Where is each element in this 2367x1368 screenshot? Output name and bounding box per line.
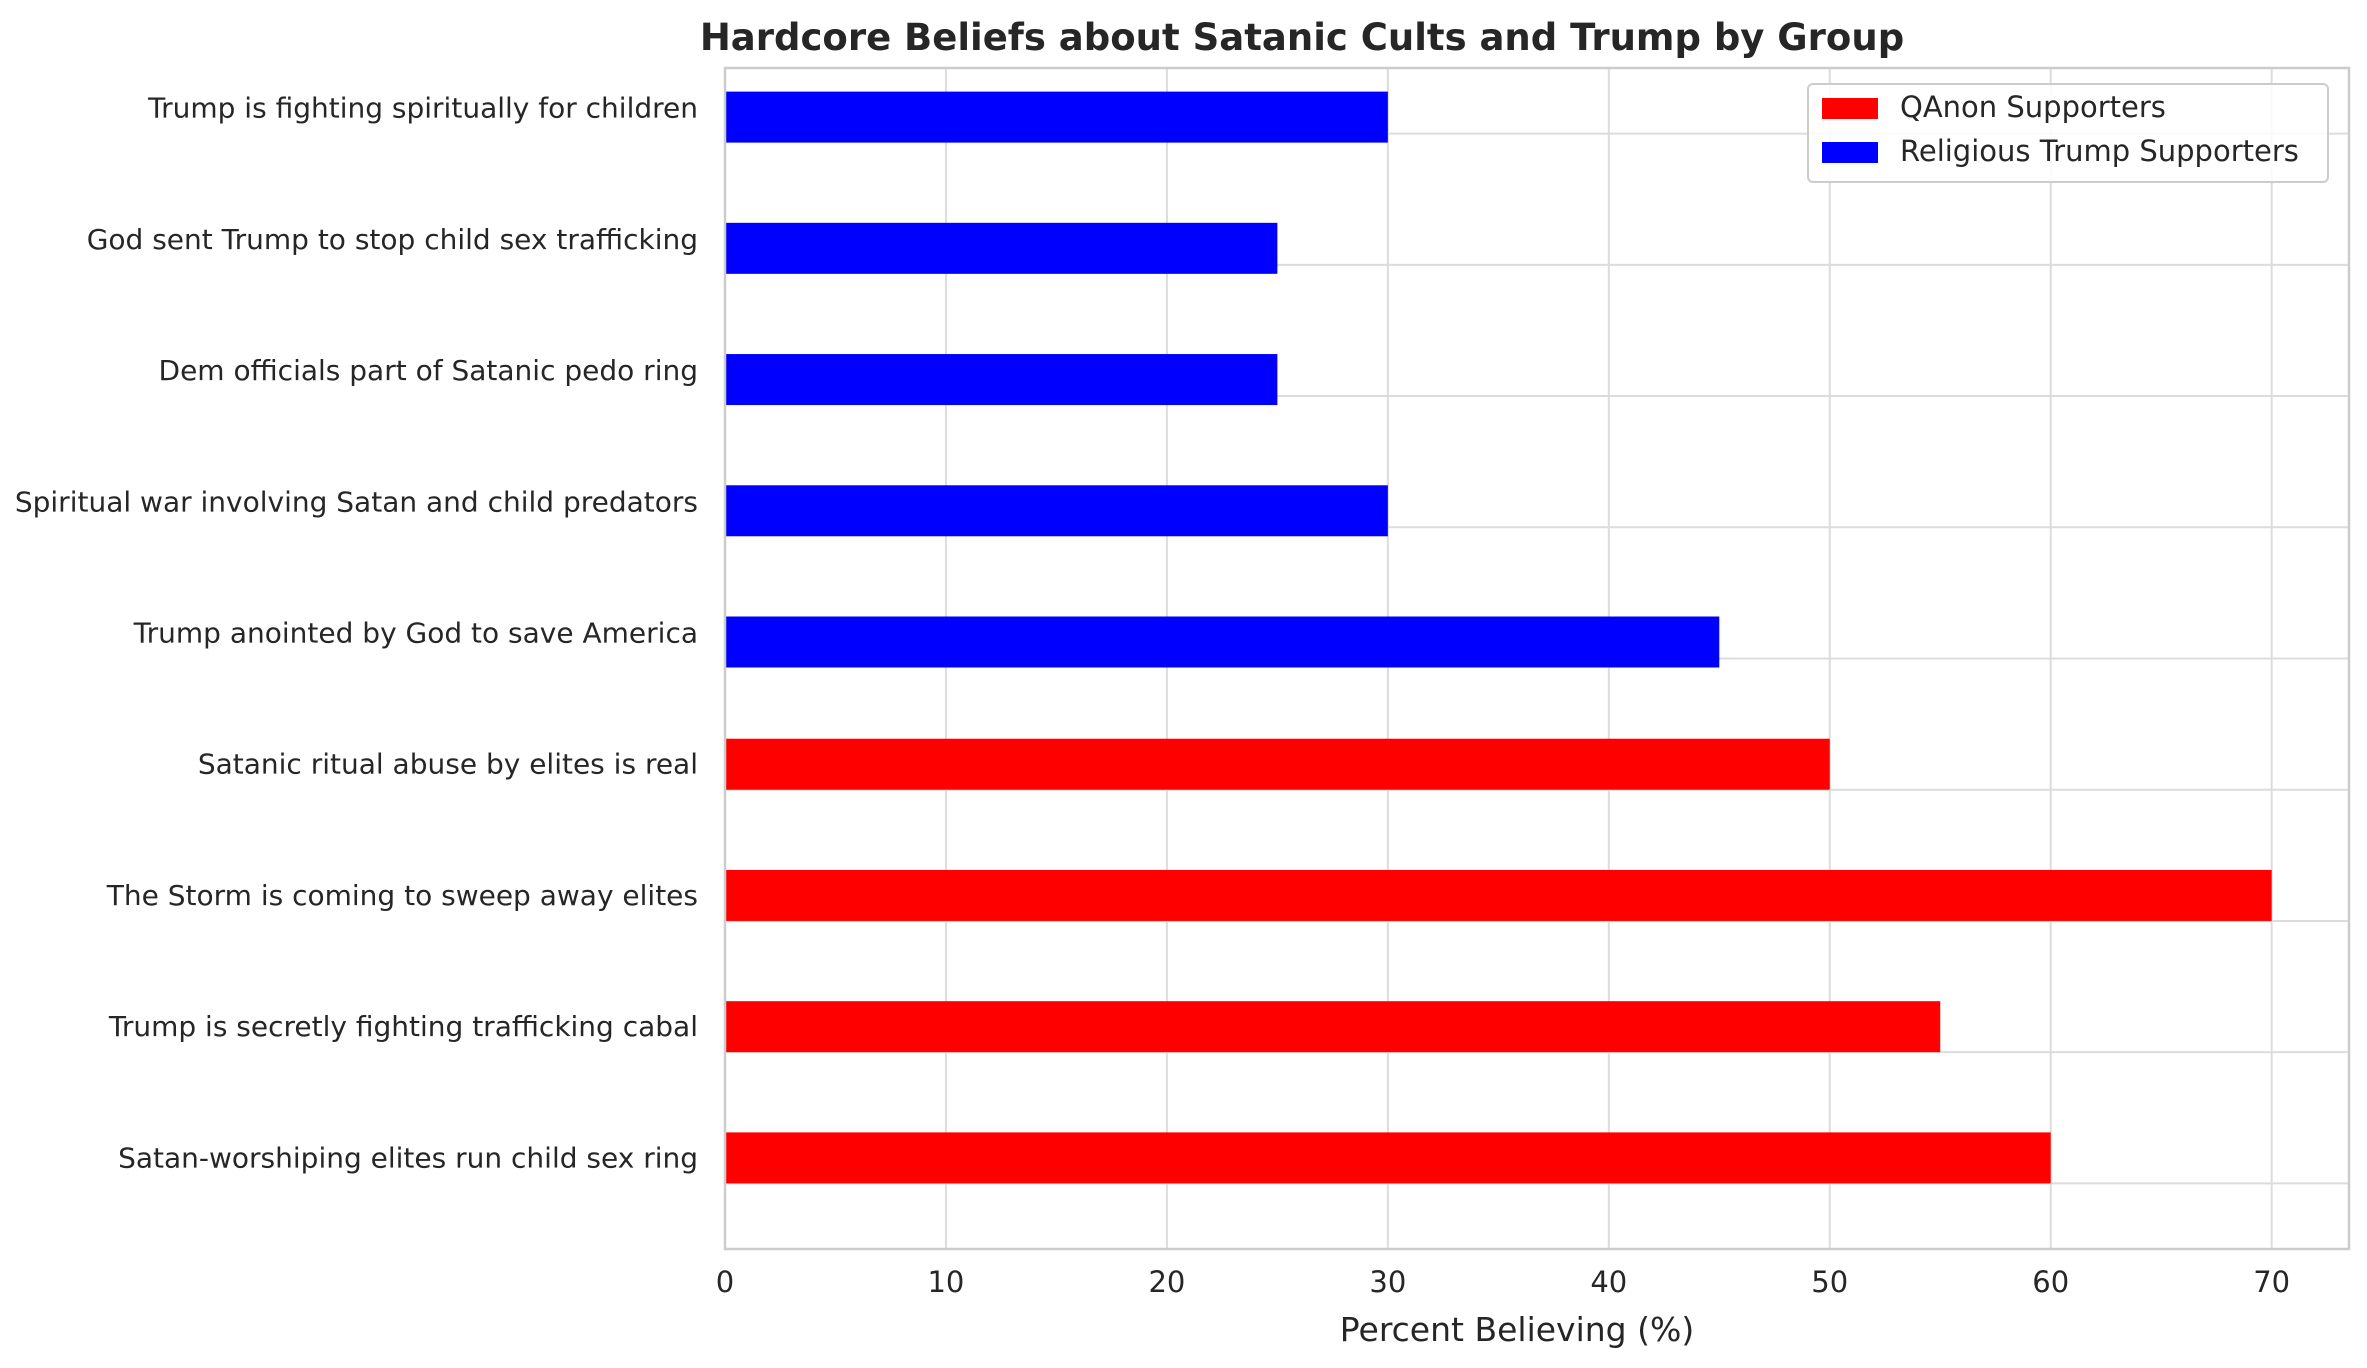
x-tick-label: 20	[1148, 1265, 1185, 1299]
bar-religious-trump	[725, 616, 1720, 668]
legend-swatch-religious-trump	[1822, 142, 1878, 163]
x-tick-label: 50	[1811, 1265, 1848, 1299]
chart-title: Hardcore Beliefs about Satanic Cults and…	[700, 16, 1904, 59]
bar-religious-trump	[725, 91, 1388, 143]
y-tick-label: Satan-worshiping elites run child sex ri…	[118, 1141, 698, 1174]
bar-religious-trump	[725, 354, 1278, 406]
legend-label-religious-trump: Religious Trump Supporters	[1900, 134, 2299, 168]
x-tick-label: 0	[716, 1265, 734, 1299]
y-tick-label: Satanic ritual abuse by elites is real	[198, 748, 698, 781]
legend-label-qanon: QAnon Supporters	[1900, 90, 2166, 124]
bar-qanon	[725, 1132, 2051, 1184]
y-tick-label: Trump is fighting spiritually for childr…	[147, 92, 698, 125]
bar-qanon	[725, 738, 1830, 790]
y-tick-label: God sent Trump to stop child sex traffic…	[87, 223, 698, 256]
y-tick-label: Trump is secretly fighting trafficking c…	[108, 1010, 698, 1043]
bar-qanon	[725, 1001, 1941, 1053]
y-tick-labels: Satan-worshiping elites run child sex ri…	[15, 92, 698, 1175]
x-tick-label: 30	[1369, 1265, 1406, 1299]
bar-religious-trump	[725, 485, 1388, 537]
y-tick-label: Trump anointed by God to save America	[133, 617, 698, 650]
x-tick-label: 10	[927, 1265, 964, 1299]
y-tick-label: Spiritual war involving Satan and child …	[15, 485, 698, 518]
legend-swatch-qanon	[1822, 98, 1878, 119]
bar-religious-trump	[725, 222, 1278, 274]
x-tick-label: 70	[2253, 1265, 2290, 1299]
x-tick-label: 40	[1590, 1265, 1627, 1299]
x-tick-label: 60	[2032, 1265, 2069, 1299]
legend: QAnon Supporters Religious Trump Support…	[1807, 83, 2329, 183]
legend-box	[1807, 83, 2329, 183]
x-tick-labels: 0 10 20 30 40 50 60 70	[716, 1265, 2290, 1299]
x-axis-label: Percent Believing (%)	[1340, 1310, 1694, 1349]
bars	[725, 91, 2272, 1184]
plot-frame	[723, 66, 2351, 1251]
y-tick-label: Dem officials part of Satanic pedo ring	[159, 354, 698, 387]
y-tick-label: The Storm is coming to sweep away elites	[106, 879, 698, 912]
bar-qanon	[725, 869, 2272, 921]
